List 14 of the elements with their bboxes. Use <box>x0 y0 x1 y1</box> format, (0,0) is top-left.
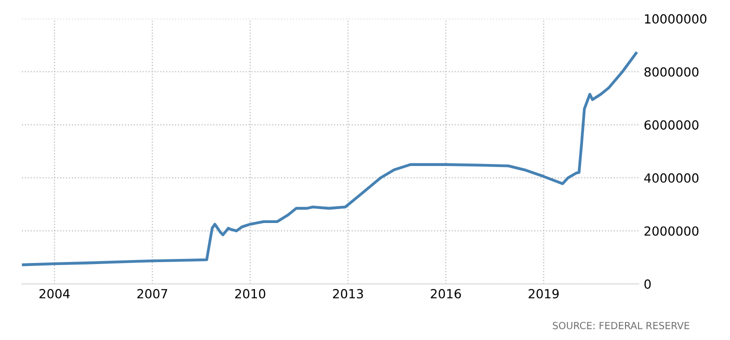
y-tick-label: 10000000 <box>644 14 706 24</box>
y-tick-label: 2000000 <box>644 226 698 236</box>
line-series <box>22 52 638 266</box>
x-tick-label: 2010 <box>235 288 266 298</box>
x-tick-label: 2019 <box>528 288 559 298</box>
y-tick-label: 8000000 <box>644 67 698 77</box>
source-note: SOURCE: FEDERAL RESERVE <box>552 322 690 330</box>
y-tick-label: 4000000 <box>644 173 698 183</box>
x-tick-label: 2013 <box>333 288 363 298</box>
y-tick-label: 6000000 <box>644 120 698 130</box>
x-tick-label: 2016 <box>430 288 461 298</box>
y-tick-label: 0 <box>644 279 651 289</box>
x-tick-label: 2004 <box>40 288 70 298</box>
x-tick-label: 2007 <box>137 288 168 298</box>
